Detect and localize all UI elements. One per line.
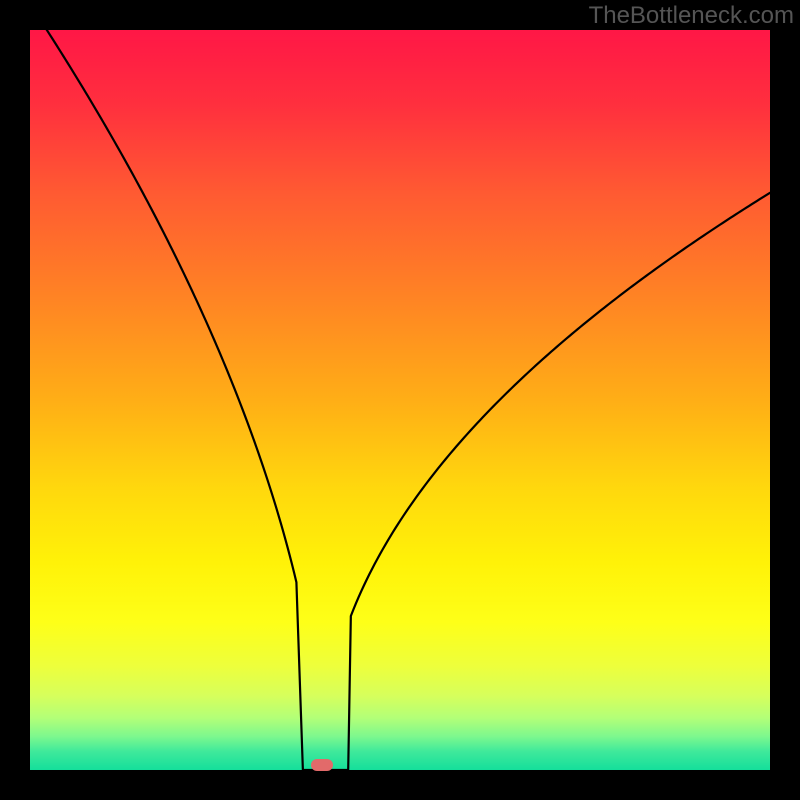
chart-frame: TheBottleneck.com	[0, 0, 800, 800]
gradient-plot-area	[30, 30, 770, 770]
watermark-text: TheBottleneck.com	[589, 2, 794, 30]
bottleneck-curve	[30, 30, 770, 770]
optimal-point-marker	[311, 759, 333, 771]
